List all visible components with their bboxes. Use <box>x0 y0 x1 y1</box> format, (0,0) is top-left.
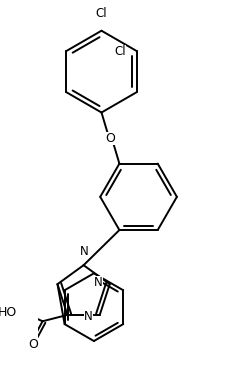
Text: N: N <box>84 310 92 323</box>
Text: HO: HO <box>0 306 17 319</box>
Text: O: O <box>29 339 38 351</box>
Text: N: N <box>79 245 88 258</box>
Text: Cl: Cl <box>95 7 107 20</box>
Text: O: O <box>105 132 115 145</box>
Text: Cl: Cl <box>114 45 126 58</box>
Text: N: N <box>94 276 102 290</box>
